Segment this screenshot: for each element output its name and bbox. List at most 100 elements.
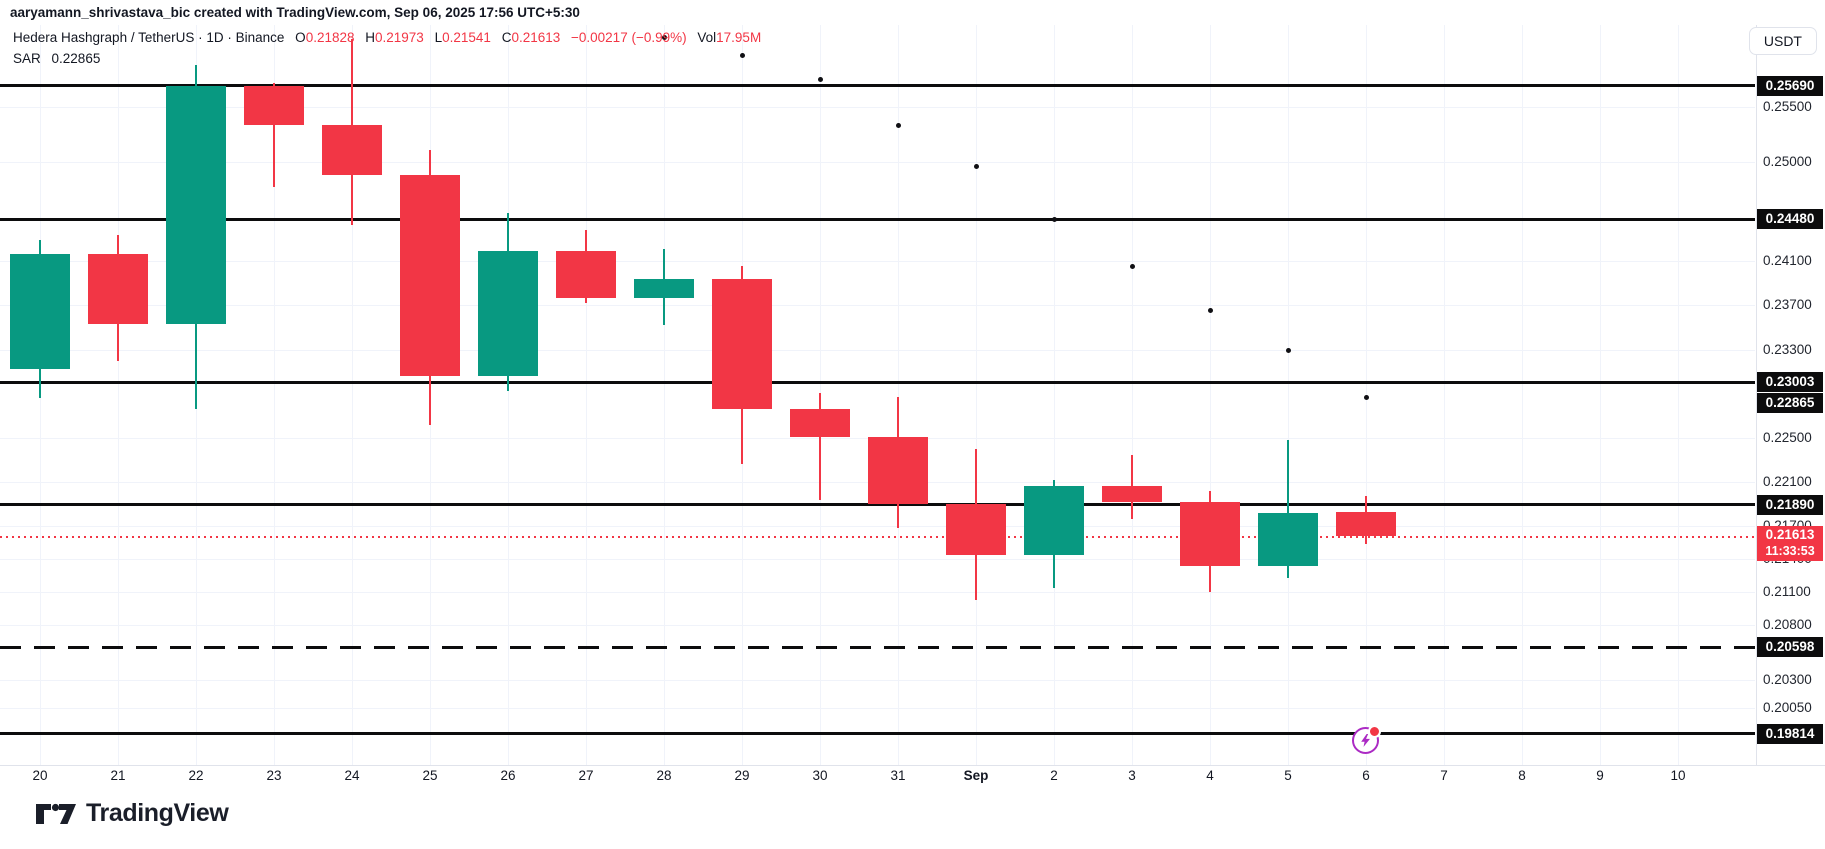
candle-body [478, 251, 538, 376]
date-label: 26 [500, 768, 516, 783]
gridline-horizontal [0, 350, 1755, 351]
gridline-vertical [1522, 25, 1523, 765]
sar-dot [973, 164, 979, 169]
candle-body [790, 409, 850, 437]
gridline-vertical [664, 25, 665, 765]
candle-body [244, 86, 304, 125]
gridline-vertical [586, 25, 587, 765]
price-tick-label: 0.23700 [1763, 297, 1812, 312]
gridline-horizontal [0, 559, 1755, 560]
ohlc-open-value: 0.21828 [305, 30, 355, 45]
sar-dot [661, 35, 667, 40]
candle-body [322, 125, 382, 175]
level-badge: 0.25690 [1757, 76, 1823, 96]
price-tick-label: 0.20800 [1763, 617, 1812, 632]
sar-dot [1129, 264, 1135, 269]
gridline-vertical [1288, 25, 1289, 765]
candle-wick [819, 393, 821, 500]
tradingview-logo-mark [36, 803, 76, 824]
current-price-line [0, 536, 1755, 538]
price-level-line [0, 646, 1755, 649]
candle-body [946, 504, 1006, 555]
gridline-vertical [898, 25, 899, 765]
gridline-horizontal [0, 708, 1755, 709]
symbol-title: Hedera Hashgraph / TetherUS · 1D · Binan… [13, 30, 285, 45]
gridline-vertical [274, 25, 275, 765]
date-label: 22 [188, 768, 204, 783]
gridline-vertical [118, 25, 119, 765]
ohlc-close-value: 0.21613 [511, 30, 561, 45]
level-badge: 0.23003 [1757, 372, 1823, 392]
sar-dot [1051, 217, 1057, 222]
gridline-vertical [1210, 25, 1211, 765]
ohlc-high-value: 0.21973 [375, 30, 424, 45]
gridline-horizontal [0, 261, 1755, 262]
level-badge: 0.21890 [1757, 495, 1823, 515]
candle-body [400, 175, 460, 376]
gridline-vertical [976, 25, 977, 765]
date-label: 29 [734, 768, 750, 783]
level-badge: 0.20598 [1757, 637, 1823, 657]
ohlc-low-value: 0.21541 [442, 30, 491, 45]
chart-legend: Hedera Hashgraph / TetherUS · 1D · Binan… [13, 27, 761, 69]
gridline-vertical [508, 25, 509, 765]
gridline-vertical [1444, 25, 1445, 765]
candle-body [1180, 502, 1240, 566]
candle-body [88, 254, 148, 324]
attribution-text: aaryamann_shrivastava_bic created with T… [10, 5, 580, 20]
ohlc-open-label: O [295, 30, 306, 45]
date-label: 8 [1518, 768, 1526, 783]
date-label: Sep [963, 768, 989, 783]
tradingview-logo[interactable]: TradingView [36, 798, 229, 828]
level-badge: 0.19814 [1757, 724, 1823, 744]
date-label: 9 [1596, 768, 1604, 783]
gridline-horizontal [0, 305, 1755, 306]
candle-body [634, 279, 694, 298]
supercharts-bolt-button[interactable] [1352, 725, 1381, 755]
sar-value-badge: 0.22865 [1757, 393, 1823, 413]
gridline-horizontal [0, 592, 1755, 593]
ohlc-close-label: C [501, 30, 512, 45]
candle-body [712, 279, 772, 409]
volume-value: 17.95M [716, 30, 762, 45]
gridline-horizontal [0, 526, 1755, 527]
date-label: 23 [266, 768, 282, 783]
currency-toggle-button[interactable]: USDT [1748, 27, 1817, 55]
date-label: 10 [1670, 768, 1686, 783]
price-tick-label: 0.25500 [1763, 99, 1812, 114]
tradingview-logo-text: TradingView [86, 798, 229, 827]
date-label: 31 [890, 768, 906, 783]
time-scale-separator [0, 765, 1825, 766]
date-label: 3 [1128, 768, 1136, 783]
candle-body [1336, 512, 1396, 536]
candle-wick [273, 83, 275, 187]
level-badge: 0.24480 [1757, 209, 1823, 229]
sar-indicator-value: 0.22865 [51, 51, 101, 66]
price-level-line [0, 84, 1755, 87]
date-label: 4 [1206, 768, 1214, 783]
price-level-line [0, 381, 1755, 384]
lightning-icon [1361, 733, 1370, 747]
gridline-horizontal [0, 625, 1755, 626]
gridline-horizontal [0, 107, 1755, 108]
ohlc-high-label: H [365, 30, 376, 45]
price-tick-label: 0.22100 [1763, 474, 1812, 489]
date-label: 25 [422, 768, 438, 783]
price-tick-label: 0.21100 [1763, 584, 1811, 599]
gridline-vertical [1678, 25, 1679, 765]
price-level-line [0, 732, 1755, 735]
bar-countdown: 11:33:53 [1765, 544, 1815, 558]
date-label: 27 [578, 768, 594, 783]
candle-wick [1287, 440, 1289, 578]
sar-dot [1207, 308, 1213, 313]
sar-dot [1363, 395, 1369, 400]
change-value: −0.00217 (−0.99%) [571, 30, 687, 45]
gridline-horizontal [0, 680, 1755, 681]
date-label: 21 [110, 768, 126, 783]
price-tick-label: 0.20050 [1763, 700, 1812, 715]
date-label: 30 [812, 768, 828, 783]
candle-body [166, 86, 226, 324]
date-label: 6 [1362, 768, 1370, 783]
price-level-line [0, 503, 1755, 506]
